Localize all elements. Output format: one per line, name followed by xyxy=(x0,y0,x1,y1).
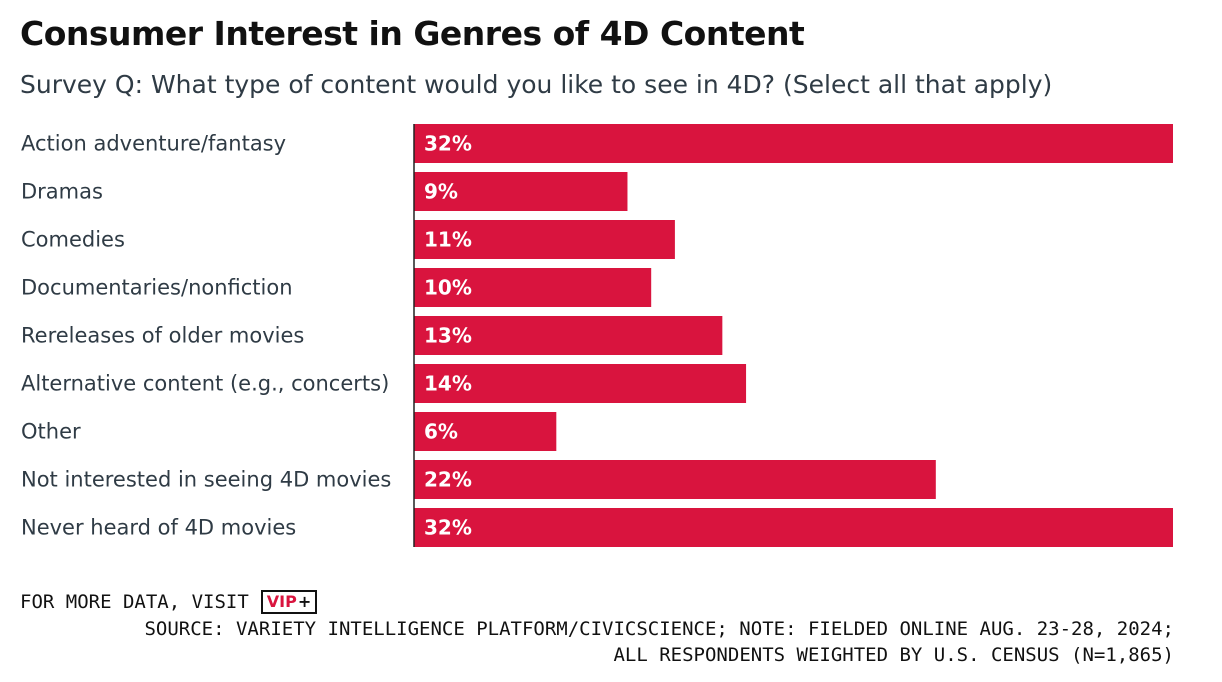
category-label: Action adventure/fantasy xyxy=(21,132,286,156)
chart-title: Consumer Interest in Genres of 4D Conten… xyxy=(20,14,805,53)
bar[interactable] xyxy=(414,508,1173,547)
source-line-2: ALL RESPONDENTS WEIGHTED BY U.S. CENSUS … xyxy=(613,644,1174,666)
footer-visit: FOR MORE DATA, VISIT VIP + xyxy=(20,590,318,614)
source-note: SOURCE: VARIETY INTELLIGENCE PLATFORM/CI… xyxy=(144,616,1174,668)
bar[interactable] xyxy=(414,460,936,499)
category-label: Other xyxy=(21,420,81,444)
bar[interactable] xyxy=(414,316,723,355)
value-label: 14% xyxy=(424,372,472,396)
value-label: 10% xyxy=(424,276,472,300)
source-line-1: SOURCE: VARIETY INTELLIGENCE PLATFORM/CI… xyxy=(144,618,1174,640)
bar[interactable] xyxy=(414,172,628,211)
category-label: Rereleases of older movies xyxy=(21,324,304,348)
value-label: 32% xyxy=(424,132,472,156)
plus-icon: + xyxy=(297,592,312,611)
bar[interactable] xyxy=(414,412,557,451)
vip-plus-logo[interactable]: VIP + xyxy=(260,590,318,614)
bar[interactable] xyxy=(414,268,652,307)
bar[interactable] xyxy=(414,124,1173,163)
bar[interactable] xyxy=(414,364,747,403)
category-label: Comedies xyxy=(21,228,125,252)
value-label: 13% xyxy=(424,324,472,348)
value-label: 22% xyxy=(424,468,472,492)
value-label: 11% xyxy=(424,228,472,252)
chart-subtitle: Survey Q: What type of content would you… xyxy=(20,70,1053,99)
category-label: Documentaries/nonfiction xyxy=(21,276,293,300)
category-label: Never heard of 4D movies xyxy=(21,516,296,540)
bar[interactable] xyxy=(414,220,675,259)
vip-logo-text: VIP xyxy=(266,592,297,611)
category-label: Not interested in seeing 4D movies xyxy=(21,468,391,492)
value-label: 32% xyxy=(424,516,472,540)
visit-text: FOR MORE DATA, VISIT xyxy=(20,591,249,613)
category-label: Dramas xyxy=(21,180,103,204)
value-label: 9% xyxy=(424,180,458,204)
category-label: Alternative content (e.g., concerts) xyxy=(21,372,389,396)
value-label: 6% xyxy=(424,420,458,444)
